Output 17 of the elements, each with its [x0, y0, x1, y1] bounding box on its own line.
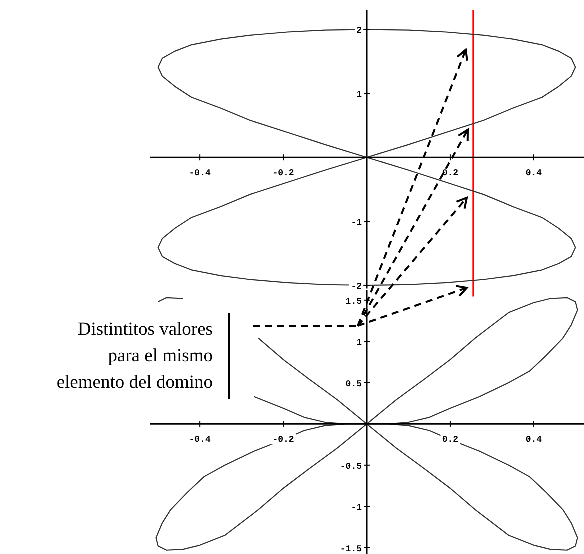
- y-tick-label: -1: [351, 503, 363, 514]
- x-tick-label: 0.4: [526, 435, 543, 446]
- annotation: Distintitos valores para el mismo elemento del domino: [56, 320, 213, 393]
- y-tick-label: 1: [356, 338, 363, 348]
- y-tick-label: 1.5: [346, 296, 362, 307]
- y-tick-label: 2: [356, 26, 362, 36]
- y-tick-label: -1.5: [340, 544, 362, 554]
- y-tick-label: -1: [351, 218, 363, 228]
- x-tick-label: -0.4: [189, 168, 212, 179]
- x-tick-label: -0.2: [272, 168, 294, 179]
- x-tick-label: 0.2: [442, 168, 459, 179]
- x-tick-label: 0.4: [526, 168, 543, 179]
- y-tick-label: -0.5: [340, 462, 362, 472]
- y-tick-label: 1: [356, 90, 363, 100]
- y-tick-label: 0.5: [346, 379, 362, 390]
- y-tick-label: -2: [351, 282, 362, 292]
- x-tick-label: -0.4: [189, 435, 212, 446]
